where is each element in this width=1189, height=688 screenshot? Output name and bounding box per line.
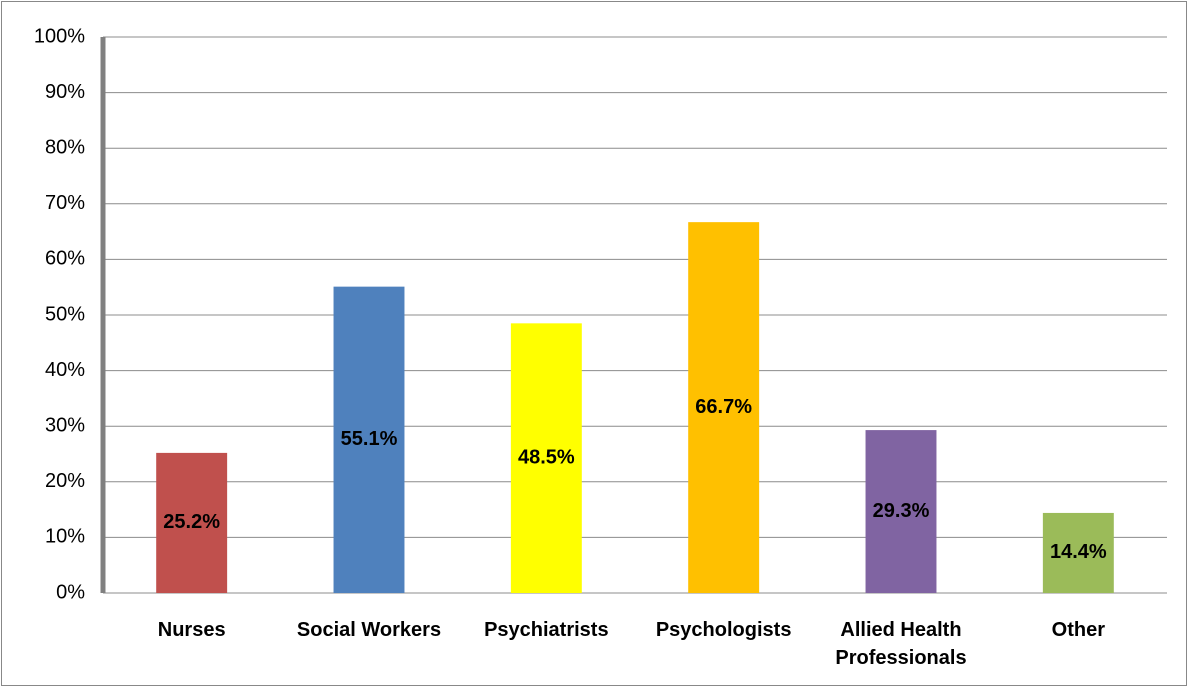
y-tick-label: 50% xyxy=(45,303,85,325)
y-tick-label: 60% xyxy=(45,248,85,270)
data-label: 25.2% xyxy=(163,511,220,533)
bar xyxy=(156,452,228,593)
y-tick-label: 0% xyxy=(56,581,85,603)
data-label: 29.3% xyxy=(873,500,930,522)
data-label: 48.5% xyxy=(518,446,575,468)
x-tick-label: Social Workers xyxy=(296,619,442,641)
bar xyxy=(865,430,937,593)
y-tick-label: 20% xyxy=(45,470,85,492)
x-tick-label: Psychologists xyxy=(655,619,792,641)
data-label: 14.4% xyxy=(1050,541,1107,563)
y-tick-label: 100% xyxy=(34,25,85,47)
bar xyxy=(1042,512,1114,593)
bar xyxy=(510,323,582,593)
bar xyxy=(333,286,405,593)
bar xyxy=(688,222,760,593)
x-tick-label: Allied Health Professionals xyxy=(835,619,967,669)
data-label: 55.1% xyxy=(341,428,398,450)
y-tick-label: 40% xyxy=(45,359,85,381)
y-tick-label: 30% xyxy=(45,414,85,436)
y-tick-label: 80% xyxy=(45,136,85,158)
data-label: 66.7% xyxy=(695,396,752,418)
y-tick-label: 90% xyxy=(45,81,85,103)
x-tick-label: Psychiatrists xyxy=(484,619,609,641)
y-tick-label: 70% xyxy=(45,192,85,214)
x-tick-label: Nurses xyxy=(157,619,226,641)
y-tick-label: 10% xyxy=(45,526,85,548)
x-tick-label: Other xyxy=(1051,619,1105,641)
